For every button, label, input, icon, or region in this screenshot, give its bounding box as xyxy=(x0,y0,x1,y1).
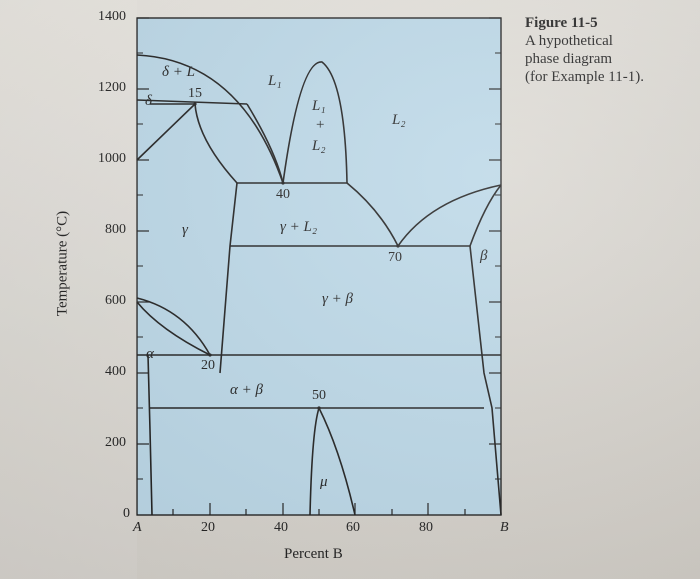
point-15: 15 xyxy=(188,86,202,101)
y-tick-1200: 1200 xyxy=(98,80,126,95)
gamma-liquidus xyxy=(246,103,284,184)
label-L2: L₂ xyxy=(392,112,406,128)
y-tick-0: 0 xyxy=(123,506,130,521)
mu-right xyxy=(318,407,356,516)
caption-line-2: phase diagram xyxy=(525,51,613,67)
label-L1: L₁ xyxy=(268,73,282,89)
x-tick-80: 80 xyxy=(419,520,433,535)
figure-number: Figure 11-5 xyxy=(525,15,598,31)
alpha-gamma-upper xyxy=(136,297,211,356)
l2-liquidus-right xyxy=(397,184,502,247)
mu-left xyxy=(309,407,320,516)
label-L1-in-dome: L₁ xyxy=(312,98,326,114)
delta-solvus-a xyxy=(136,103,196,161)
y-minor-ticks xyxy=(137,52,501,480)
beta-solvus-upper xyxy=(469,184,502,247)
x-end-A: A xyxy=(133,520,142,535)
figure-caption: Figure 11-5 A hypothetical phase diagram… xyxy=(525,14,695,86)
y-tick-200: 200 xyxy=(105,435,126,450)
x-tick-40: 40 xyxy=(274,520,288,535)
point-20: 20 xyxy=(201,358,215,373)
l2-liquidus-left xyxy=(346,182,399,247)
x-end-B: B xyxy=(500,520,509,535)
x-tick-60: 60 xyxy=(346,520,360,535)
liquidus-left xyxy=(136,54,284,184)
point-40: 40 xyxy=(276,187,290,202)
y-tick-800: 800 xyxy=(105,222,126,237)
label-mu: μ xyxy=(320,474,328,490)
label-gamma-plus-L2: γ + L₂ xyxy=(280,219,318,235)
label-gamma-plus-beta: γ + β xyxy=(322,291,354,307)
invariant-points xyxy=(193,102,400,410)
caption-line-1: A hypothetical xyxy=(525,33,613,49)
alpha-gamma-lower xyxy=(136,301,211,356)
plot-area xyxy=(136,17,502,516)
beta-solvus xyxy=(469,245,502,516)
y-tick-1000: 1000 xyxy=(98,151,126,166)
page-tint xyxy=(0,0,137,579)
miscibility-dome xyxy=(282,61,348,184)
delta-solvus-b xyxy=(194,103,238,184)
y-tick-400: 400 xyxy=(105,364,126,379)
label-plus-in-dome: + xyxy=(316,117,325,133)
point-50: 50 xyxy=(312,388,326,403)
alpha-solvus xyxy=(147,354,153,516)
phase-boundaries xyxy=(136,54,502,516)
label-alpha: α xyxy=(146,346,154,362)
x-axis-label: Percent B xyxy=(284,546,343,562)
caption-line-3: (for Example 11-1). xyxy=(525,69,644,85)
x-tick-20: 20 xyxy=(201,520,215,535)
y-ticks xyxy=(137,17,501,445)
y-tick-1400: 1400 xyxy=(98,9,126,24)
point-70: 70 xyxy=(388,250,402,265)
label-delta-plus-L: δ + L xyxy=(162,64,195,80)
y-axis-label: Temperature (°C) xyxy=(54,210,71,317)
delta-solidus xyxy=(136,99,248,105)
label-delta: δ xyxy=(145,93,152,109)
y-tick-600: 600 xyxy=(105,293,126,308)
label-gamma: γ xyxy=(182,222,188,238)
label-beta: β xyxy=(480,248,488,264)
label-alpha-plus-beta: α + β xyxy=(230,382,263,398)
label-L2-in-dome: L₂ xyxy=(312,138,326,154)
